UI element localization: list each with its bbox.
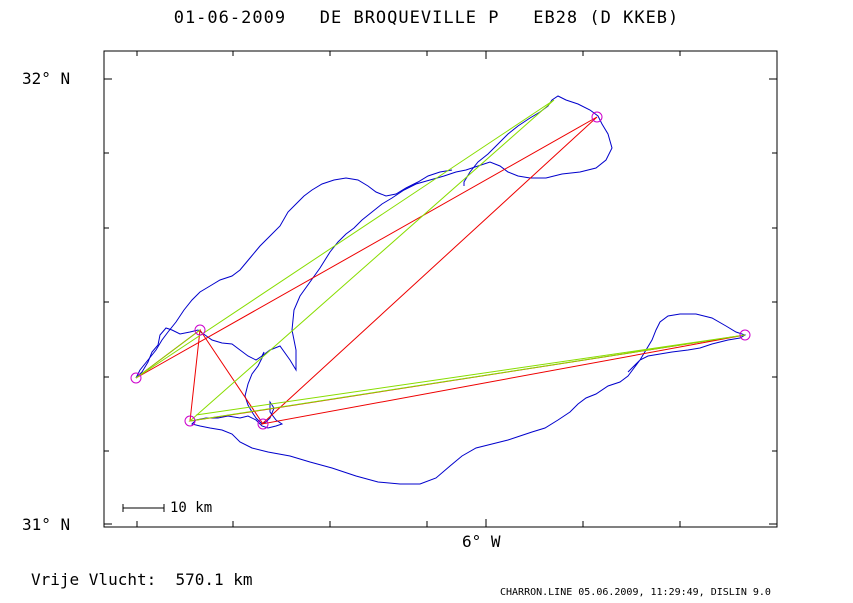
turnpoint-marker <box>739 329 751 341</box>
bottom-axis-ticks <box>136 519 681 527</box>
right-axis-ticks <box>769 78 777 525</box>
route-red <box>135 116 746 425</box>
route-green <box>135 99 746 422</box>
flight-track-north <box>261 95 613 372</box>
program-info-label: CHARRON.LINE 05.06.2009, 11:29:49, DISLI… <box>500 587 771 598</box>
latitude-label-top: 32° N <box>22 69 71 88</box>
map-title: 01-06-2009 DE BROQUEVILLE P EB28 (D KKEB… <box>173 8 680 28</box>
turnpoint-marker <box>184 415 196 427</box>
turnpoint-marker <box>257 418 269 430</box>
longitude-label: 6° W <box>462 532 501 551</box>
route-red-leg <box>199 329 264 425</box>
route-green-leg <box>135 329 201 379</box>
flight-distance-label: Vrije Vlucht: 570.1 km <box>31 570 253 589</box>
scale-bar <box>122 504 165 512</box>
top-axis-ticks <box>136 51 681 59</box>
latitude-label-bottom: 31° N <box>22 515 71 534</box>
turnpoint-marker <box>130 372 142 384</box>
scale-bar-label: 10 km <box>170 500 213 516</box>
map-frame <box>103 50 778 528</box>
turnpoint-marker <box>591 111 603 123</box>
flight-track-west <box>135 169 453 379</box>
turnpoints <box>130 111 751 430</box>
left-axis-ticks <box>104 78 112 525</box>
flight-track <box>135 313 747 485</box>
turnpoint-marker <box>194 324 206 336</box>
